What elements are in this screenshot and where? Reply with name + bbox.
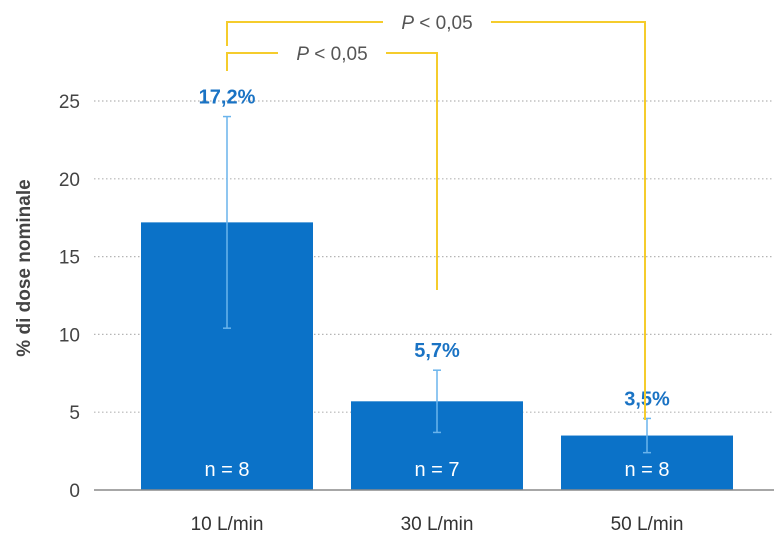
x-axis-categories: 10 L/min 30 L/min 50 L/min — [191, 514, 684, 535]
x-category-label: 50 L/min — [611, 514, 684, 535]
value-label: 17,2% — [199, 87, 256, 109]
y-axis-label: % di dose nominale — [14, 179, 35, 356]
y-tick-label: 10 — [59, 325, 80, 346]
bracket-right — [491, 21, 646, 420]
y-tick-label: 0 — [69, 481, 80, 502]
significance-label: P < 0,05 — [296, 44, 367, 65]
bracket-left — [226, 52, 278, 71]
bracket-right — [386, 52, 438, 290]
y-tick-label: 25 — [59, 92, 80, 113]
bars: 17,2% n = 8 5,7% n = 7 3,5% n = 8 — [141, 87, 733, 491]
p-value-text: < 0,05 — [414, 13, 473, 34]
y-tick-label: 20 — [59, 170, 80, 191]
p-symbol: P — [296, 44, 309, 65]
bracket-left — [226, 21, 383, 46]
x-category-label: 30 L/min — [401, 514, 474, 535]
y-axis-ticks: 0 5 10 15 20 25 — [59, 92, 80, 502]
x-category-label: 10 L/min — [191, 514, 264, 535]
significance-label: P < 0,05 — [401, 13, 472, 34]
p-symbol: P — [401, 13, 414, 34]
sample-size-label: n = 7 — [414, 459, 459, 481]
value-label: 3,5% — [624, 388, 670, 410]
y-tick-label: 15 — [59, 248, 80, 269]
sample-size-label: n = 8 — [204, 459, 249, 481]
significance-brackets: P < 0,05P < 0,05 — [226, 13, 646, 420]
p-value-text: < 0,05 — [309, 44, 368, 65]
y-tick-label: 5 — [69, 403, 80, 424]
value-label: 5,7% — [414, 340, 460, 362]
sample-size-label: n = 8 — [624, 459, 669, 481]
